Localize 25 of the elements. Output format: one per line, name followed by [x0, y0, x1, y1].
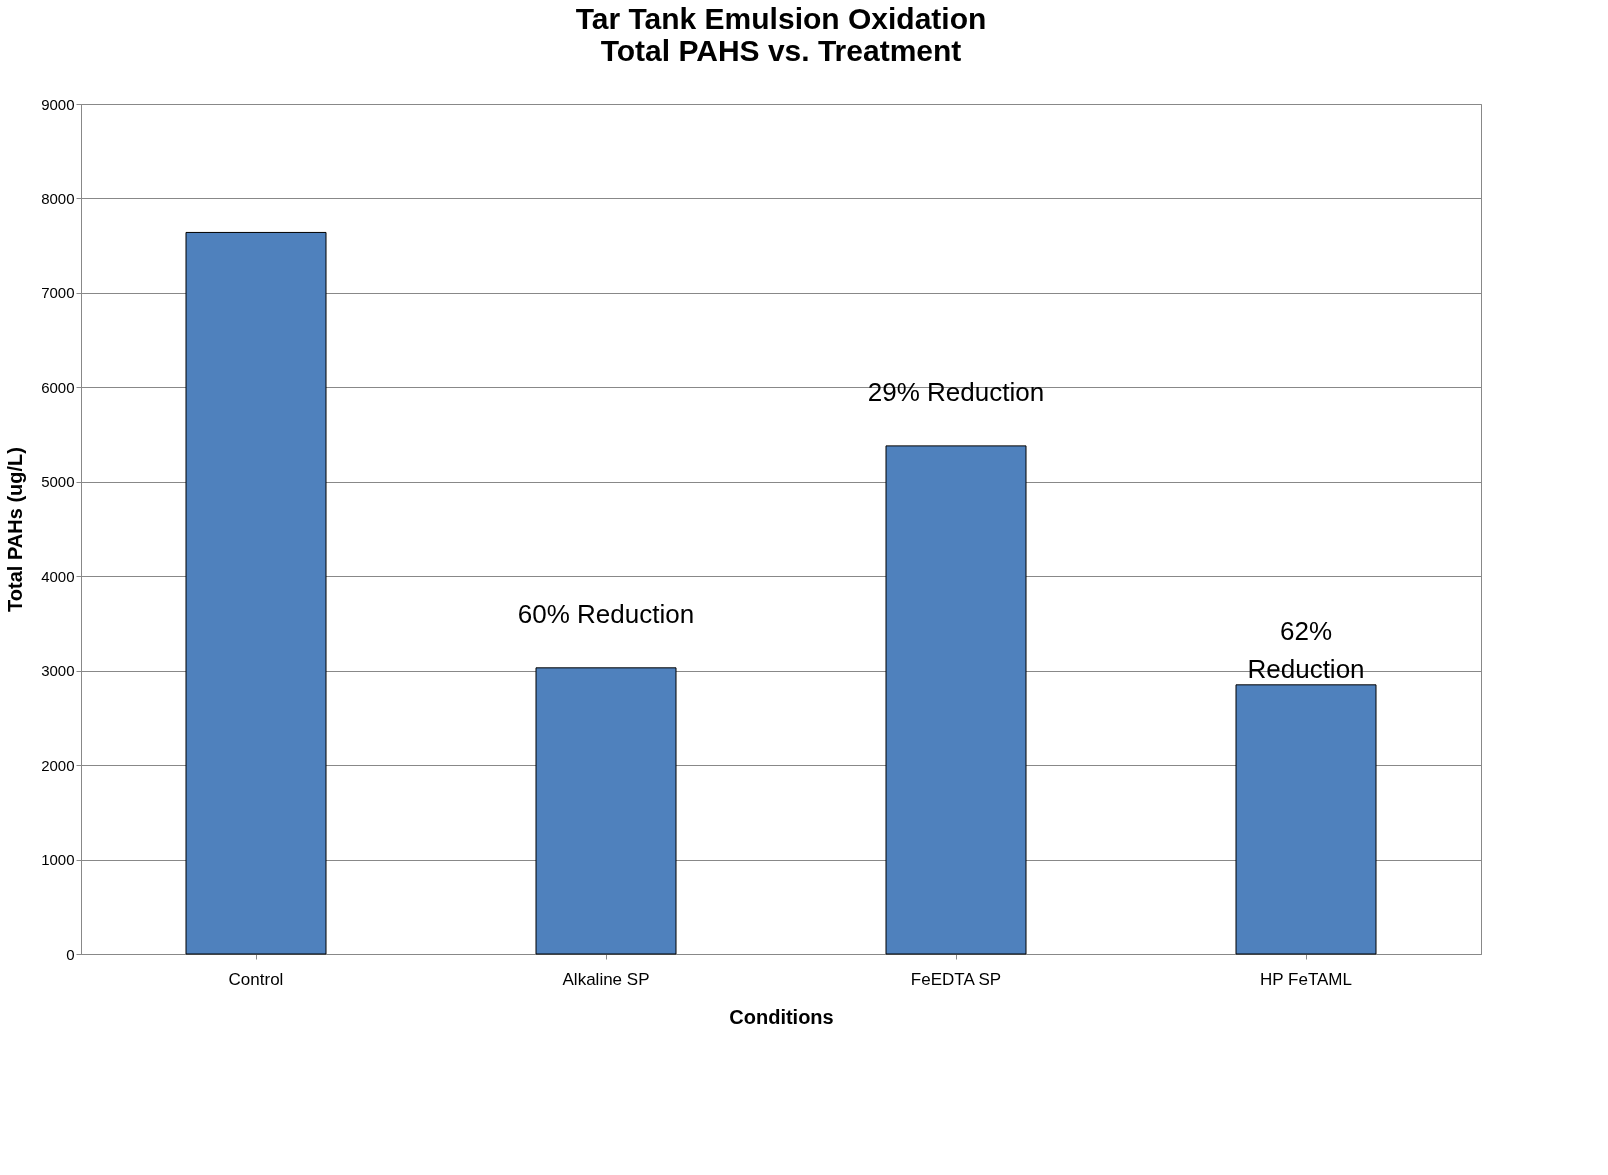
- bar: [185, 231, 327, 955]
- y-tick-label: 7000: [41, 284, 75, 302]
- y-tick-label: 5000: [41, 473, 75, 491]
- x-tick-label: Control: [228, 969, 284, 989]
- y-tick-label: 0: [66, 945, 75, 963]
- annotation: 62% Reduction: [1247, 615, 1365, 684]
- x-tick-label: HP FeTAML: [1260, 969, 1352, 989]
- annotation: 60% Reduction: [517, 598, 695, 629]
- y-tick-label: 6000: [41, 378, 75, 396]
- bar: [885, 445, 1027, 955]
- y-tick-label: 8000: [41, 189, 75, 207]
- y-tick-label: 3000: [41, 662, 75, 680]
- y-tick-label: 2000: [41, 756, 75, 774]
- text: Tar Tank Emulsion Oxidation: [575, 2, 987, 35]
- text: Total PAHS vs. Treatment: [600, 34, 962, 67]
- bar: [1235, 684, 1377, 955]
- y-tick-label: 9000: [41, 95, 75, 113]
- x-tick-label: Alkaline SP: [562, 969, 650, 989]
- x-tick-label: FeEDTA SP: [910, 969, 1002, 989]
- y-axis-title: Total PAHs (ug/L): [4, 447, 27, 612]
- y-tick-label: 4000: [41, 567, 75, 585]
- annotation: 29% Reduction: [867, 376, 1045, 407]
- bar: [535, 667, 677, 955]
- x-axis-title: Conditions: [729, 1005, 834, 1028]
- y-tick-label: 1000: [41, 851, 75, 869]
